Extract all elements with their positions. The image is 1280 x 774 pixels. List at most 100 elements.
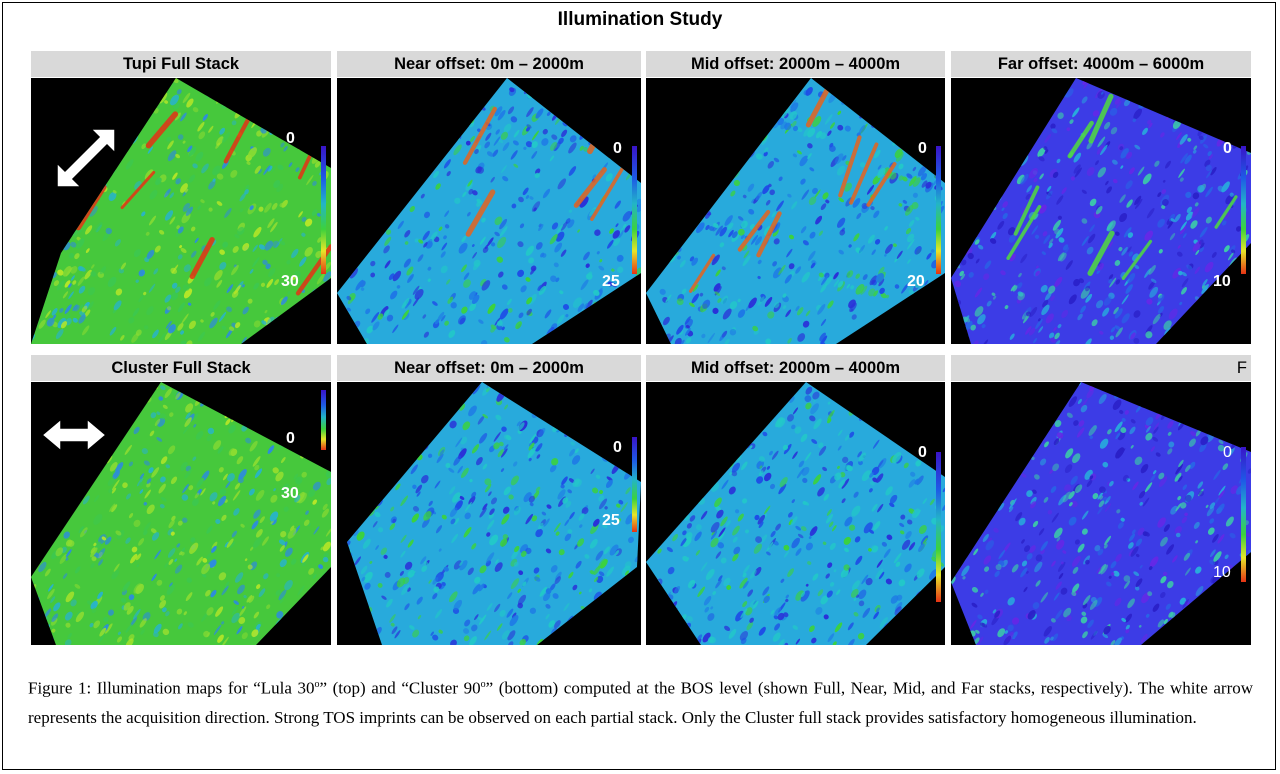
texture-speck [535,486,541,493]
texture-speck [784,642,789,645]
texture-speck [1007,624,1014,632]
texture-speck [495,559,499,564]
texture-streak [688,253,716,293]
texture-speck [1021,560,1028,567]
texture-speck [798,460,805,468]
texture-speck [1114,260,1121,266]
texture-speck [1035,270,1040,277]
texture-speck [620,502,628,513]
texture-speck [986,503,995,514]
texture-speck [896,330,904,342]
texture-speck [829,542,836,550]
texture-speck [844,547,849,553]
texture-speck [74,304,80,312]
texture-speck [771,450,779,460]
texture-speck [410,173,417,183]
texture-speck [429,231,438,242]
texture-speck [963,119,971,128]
texture-speck [651,246,660,257]
color-scale-bar [632,437,637,532]
texture-speck [681,483,687,488]
texture-speck [270,429,276,436]
texture-speck [284,100,293,112]
texture-speck [1224,390,1232,401]
texture-speck [427,135,435,144]
texture-speck [1177,475,1183,482]
texture-speck [737,513,744,522]
texture-speck [733,389,738,395]
texture-speck [427,278,431,282]
texture-speck [486,532,491,537]
texture-speck [499,609,506,617]
texture-speck [108,488,113,493]
texture-speck [175,178,181,185]
texture-speck [242,284,245,288]
texture-speck [471,491,477,498]
texture-speck [400,495,409,507]
texture-speck [900,514,906,520]
texture-speck [488,491,492,497]
texture-speck [352,167,361,178]
texture-speck [64,280,71,288]
texture-speck [1029,307,1038,317]
texture-streak [1006,204,1042,260]
texture-speck [889,494,898,504]
texture-speck [1111,572,1115,576]
texture-speck [471,624,478,632]
scale-bottom-value: 20 [907,273,925,290]
texture-speck [193,424,197,428]
texture-speck [502,506,510,514]
texture-speck [231,612,240,624]
texture-speck [924,116,932,125]
texture-speck [403,410,413,422]
texture-speck [148,283,156,293]
texture-speck [1213,292,1218,296]
texture-speck [1228,417,1237,428]
texture-speck [474,148,479,155]
texture-speck [540,252,545,258]
texture-speck [650,440,655,446]
texture-speck [73,460,80,467]
texture-speck [216,136,224,146]
texture-speck [1128,251,1134,257]
texture-speck [820,341,826,344]
texture-speck [858,460,863,466]
map-texture [951,382,1251,645]
texture-speck [1134,456,1143,465]
texture-speck [609,131,615,137]
texture-speck [52,105,56,110]
texture-speck [1117,521,1124,529]
texture-speck [659,288,666,295]
texture-speck [109,462,118,472]
texture-speck [994,610,1001,618]
texture-speck [1207,527,1215,535]
texture-speck [713,283,721,292]
texture-speck [1100,144,1108,156]
texture-speck [851,314,857,320]
texture-speck [904,391,911,398]
texture-speck [347,440,352,446]
texture-speck [177,302,186,313]
texture-speck [91,264,95,269]
texture-speck [143,325,149,330]
texture-speck [1196,404,1204,415]
texture-speck [1142,497,1150,507]
texture-speck [276,183,284,193]
texture-speck [824,276,833,286]
texture-speck [1025,389,1032,397]
texture-speck [839,229,846,236]
texture-speck [293,326,301,334]
texture-speck [301,390,306,396]
texture-speck [174,564,183,574]
texture-speck [494,106,503,117]
texture-speck [623,99,628,105]
texture-speck [831,525,837,532]
texture-speck [252,456,261,467]
texture-speck [617,266,624,274]
texture-speck [581,611,586,618]
texture-speck [147,146,154,154]
texture-speck [922,498,928,505]
texture-speck [649,619,653,623]
texture-speck [209,492,218,502]
texture-speck [470,135,475,143]
